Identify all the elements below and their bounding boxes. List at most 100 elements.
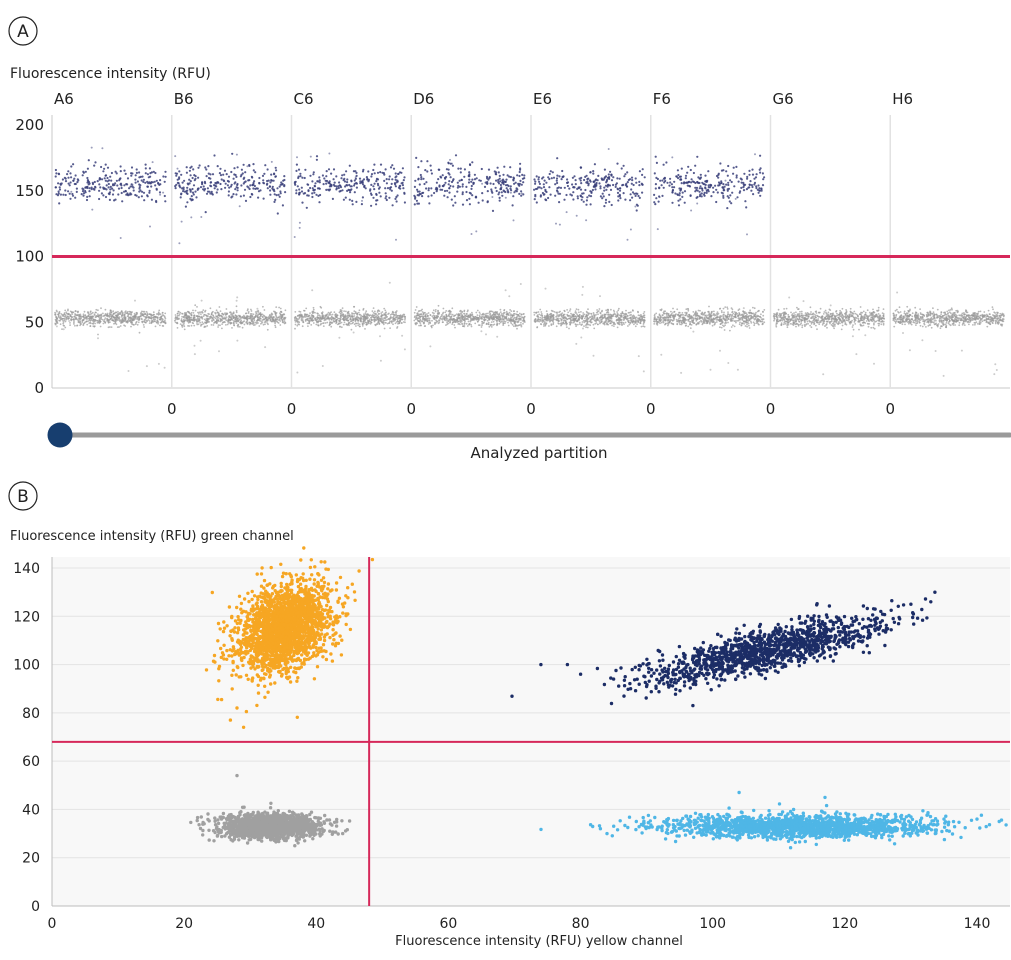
negative-outlier-point bbox=[353, 332, 355, 334]
negative-partition-point bbox=[383, 308, 385, 310]
positive-partition-point bbox=[603, 195, 605, 197]
negative-partition-point bbox=[493, 312, 495, 314]
negative-partition-point bbox=[477, 310, 479, 312]
negative-partition-point bbox=[487, 313, 489, 315]
positive-partition-point bbox=[294, 181, 296, 183]
positive-partition-point bbox=[274, 199, 276, 201]
positive-outlier-point bbox=[91, 209, 93, 211]
negative-partition-point bbox=[384, 328, 386, 330]
positive-partition-point bbox=[384, 187, 386, 189]
positive-partition-point bbox=[177, 179, 179, 181]
negative-partition-point bbox=[446, 322, 448, 324]
positive-partition-point bbox=[588, 195, 590, 197]
positive-partition-point bbox=[105, 180, 107, 182]
positive-partition-point bbox=[393, 168, 395, 170]
positive-partition-point bbox=[537, 186, 539, 188]
negative-partition-point bbox=[340, 316, 342, 318]
negative-partition-point bbox=[265, 317, 267, 319]
positive-partition-point bbox=[228, 190, 230, 192]
negative-partition-point bbox=[543, 325, 545, 327]
well-label-b6: B6 bbox=[174, 90, 194, 108]
negative-partition-point bbox=[502, 321, 504, 323]
positive-outlier-point bbox=[630, 229, 632, 231]
negative-partition-point bbox=[424, 318, 426, 320]
negative-partition-point bbox=[274, 312, 276, 314]
negative-partition-point bbox=[587, 308, 589, 310]
positive-partition-point bbox=[430, 169, 432, 171]
positive-partition-point bbox=[201, 182, 203, 184]
negative-partition-point bbox=[491, 321, 493, 323]
positive-partition-point bbox=[369, 188, 371, 190]
positive-partition-point bbox=[69, 184, 71, 186]
positive-partition-point bbox=[145, 172, 147, 174]
negative-partition-point bbox=[359, 309, 361, 311]
negative-partition-point bbox=[309, 315, 311, 317]
positive-partition-point bbox=[730, 202, 732, 204]
positive-outlier-point bbox=[376, 178, 378, 180]
positive-partition-point bbox=[126, 183, 128, 185]
positive-partition-point bbox=[414, 196, 416, 198]
positive-partition-point bbox=[468, 179, 470, 181]
positive-partition-point bbox=[304, 177, 306, 179]
negative-partition-point bbox=[190, 317, 192, 319]
positive-partition-point bbox=[178, 170, 180, 172]
positive-partition-point bbox=[471, 194, 473, 196]
positive-partition-point bbox=[694, 187, 696, 189]
positive-partition-point bbox=[81, 188, 83, 190]
positive-partition-point bbox=[89, 183, 91, 185]
positive-partition-point bbox=[586, 199, 588, 201]
positive-partition-point bbox=[623, 175, 625, 177]
negative-partition-point bbox=[284, 320, 286, 322]
negative-partition-point bbox=[466, 318, 468, 320]
positive-partition-point bbox=[143, 179, 145, 181]
negative-partition-point bbox=[395, 322, 397, 324]
positive-partition-point bbox=[359, 178, 361, 180]
negative-partition-point bbox=[513, 318, 515, 320]
positive-partition-point bbox=[726, 207, 728, 209]
negative-partition-point bbox=[196, 306, 198, 308]
negative-partition-point bbox=[453, 324, 455, 326]
positive-partition-point bbox=[276, 194, 278, 196]
negative-partition-point bbox=[343, 310, 345, 312]
positive-partition-point bbox=[57, 182, 59, 184]
positive-partition-point bbox=[500, 186, 502, 188]
positive-partition-point bbox=[228, 176, 230, 178]
negative-partition-point bbox=[462, 323, 464, 325]
negative-partition-point bbox=[55, 319, 57, 321]
negative-partition-point bbox=[515, 317, 517, 319]
negative-partition-point bbox=[62, 323, 64, 325]
positive-partition-point bbox=[97, 180, 99, 182]
negative-partition-point bbox=[589, 316, 591, 318]
negative-partition-point bbox=[64, 310, 66, 312]
positive-partition-point bbox=[385, 197, 387, 199]
negative-partition-point bbox=[346, 323, 348, 325]
positive-partition-point bbox=[678, 204, 680, 206]
positive-partition-point bbox=[175, 175, 177, 177]
negative-partition-point bbox=[375, 316, 377, 318]
positive-partition-point bbox=[311, 196, 313, 198]
positive-partition-point bbox=[266, 183, 268, 185]
positive-partition-point bbox=[275, 175, 277, 177]
positive-partition-point bbox=[214, 185, 216, 187]
positive-outlier-point bbox=[236, 154, 238, 156]
negative-partition-point bbox=[226, 316, 228, 318]
negative-partition-point bbox=[598, 310, 600, 312]
positive-partition-point bbox=[306, 183, 308, 185]
positive-partition-point bbox=[69, 198, 71, 200]
negative-partition-point bbox=[111, 326, 113, 328]
negative-partition-point bbox=[308, 322, 310, 324]
negative-partition-point bbox=[513, 313, 515, 315]
positive-partition-point bbox=[549, 173, 551, 175]
negative-partition-point bbox=[392, 312, 394, 314]
negative-partition-point bbox=[230, 322, 232, 324]
negative-partition-point bbox=[571, 322, 573, 324]
negative-partition-point bbox=[313, 307, 315, 309]
negative-partition-point bbox=[561, 314, 563, 316]
negative-partition-point bbox=[441, 314, 443, 316]
negative-partition-point bbox=[277, 322, 279, 324]
positive-partition-point bbox=[548, 186, 550, 188]
negative-partition-point bbox=[520, 324, 522, 326]
positive-partition-point bbox=[58, 190, 60, 192]
positive-partition-point bbox=[253, 180, 255, 182]
negative-partition-point bbox=[213, 324, 215, 326]
